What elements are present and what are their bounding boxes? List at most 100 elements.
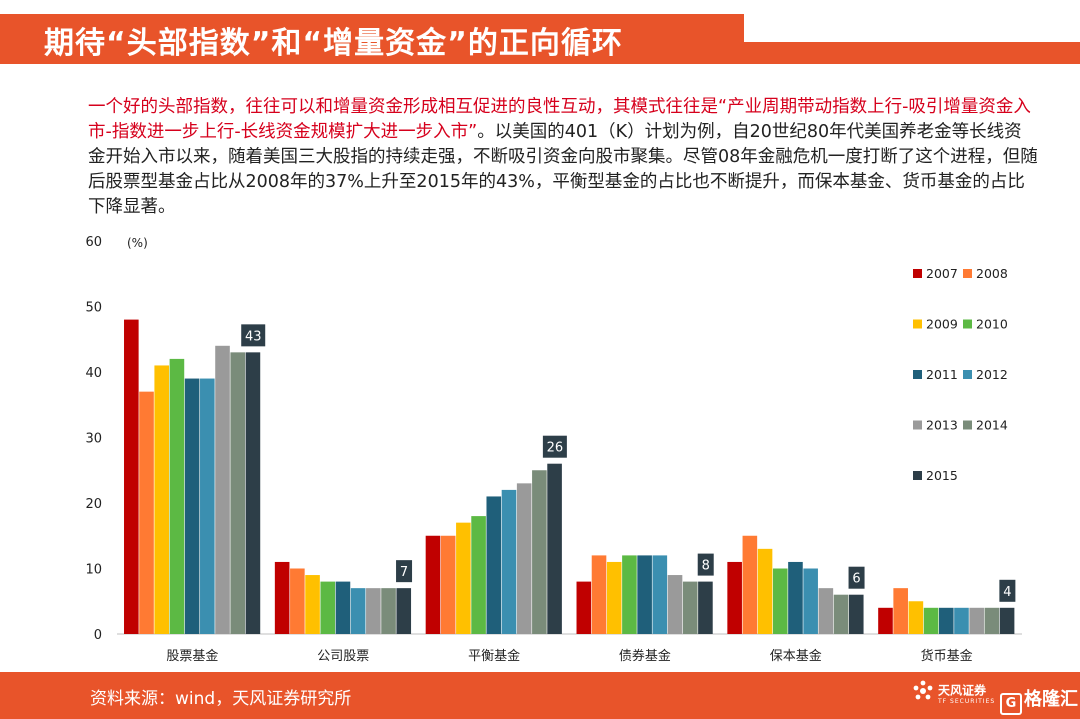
body-highlight: 一个好的头部指数，往往可以和增量资金形成相互促进的良性互动，其模式往往是“产业周… — [88, 97, 1031, 142]
bar — [667, 575, 683, 634]
legend-label: 2011 — [926, 367, 958, 382]
data-label-box — [848, 566, 865, 589]
legend-label: 2013 — [926, 418, 958, 433]
bar — [576, 581, 592, 634]
bar — [908, 601, 924, 634]
data-label: 6 — [852, 572, 860, 587]
title-line — [744, 40, 1080, 64]
data-label-box — [396, 560, 413, 583]
legend-label: 2008 — [976, 266, 1008, 281]
bar — [230, 352, 246, 634]
legend-swatch — [913, 319, 922, 329]
tf-logo-sub: TF SECURITIES — [938, 698, 996, 705]
bar — [878, 607, 893, 634]
x-tick-label: 公司股票 — [317, 649, 369, 664]
body-paragraph: 一个好的头部指数，往往可以和增量资金形成相互促进的良性互动，其模式往往是“产业周… — [88, 95, 1038, 220]
legend-label: 2007 — [926, 266, 958, 281]
y-tick-label: 10 — [85, 563, 102, 578]
bar — [652, 555, 668, 634]
bar — [591, 555, 607, 634]
bar — [848, 594, 864, 634]
bar — [984, 607, 1000, 634]
legend-label: 2010 — [976, 317, 1008, 332]
tf-securities-logo: 天风证券 TF SECURITIES — [912, 680, 995, 705]
legend-label: 2009 — [926, 317, 958, 332]
x-tick-label: 平衡基金 — [468, 648, 520, 664]
bar — [757, 548, 773, 634]
data-label: 7 — [400, 565, 408, 580]
data-label-box — [697, 553, 714, 576]
data-label: 26 — [547, 441, 564, 456]
bar — [366, 588, 381, 634]
x-tick-label: 股票基金 — [166, 648, 218, 664]
bar — [772, 568, 788, 634]
legend-swatch — [913, 370, 922, 379]
y-tick-label: 60 — [85, 235, 102, 250]
bar — [923, 607, 939, 634]
bar — [320, 581, 336, 634]
legend-label: 2014 — [976, 418, 1008, 433]
bar — [999, 607, 1015, 634]
x-tick-label: 货币基金 — [921, 648, 973, 664]
bar — [471, 516, 486, 634]
bar — [501, 489, 517, 634]
legend-swatch — [913, 269, 922, 278]
legend-swatch — [963, 319, 972, 329]
y-tick-label: 20 — [85, 497, 102, 512]
bar — [954, 607, 969, 634]
bar-chart: 0 10 20 30 40 50 60 (%) 股票基金 公司股票 平衡基金 债券基金 保本基金 货币基金… — [85, 235, 1022, 664]
y-unit-label: (%) — [127, 236, 148, 250]
bar — [532, 470, 547, 634]
bar — [456, 522, 471, 634]
bar — [727, 561, 742, 634]
bar — [938, 607, 954, 634]
legend-swatch — [913, 420, 922, 430]
y-tick-label: 40 — [85, 366, 102, 381]
legend-swatch — [963, 370, 972, 379]
x-tick-label: 保本基金 — [770, 648, 822, 664]
y-tick-label: 50 — [85, 301, 102, 316]
bar — [169, 358, 185, 634]
bar — [547, 463, 562, 634]
bar — [440, 535, 456, 634]
data-label: 8 — [702, 559, 710, 574]
bar — [396, 588, 412, 634]
body-rest: 。以美国的401（K）计划为例，自20世纪80年代美国养老金等长线资金开始入市以… — [88, 122, 1038, 217]
bar — [788, 561, 803, 634]
bar — [215, 345, 230, 634]
bar — [803, 568, 818, 634]
legend-swatch — [963, 269, 972, 278]
bar — [622, 555, 637, 634]
bar — [350, 588, 366, 634]
data-label-box — [999, 579, 1016, 602]
bar — [124, 319, 139, 634]
y-tick-label: 30 — [85, 432, 102, 447]
bar — [969, 607, 984, 634]
bar — [637, 555, 652, 634]
tf-logo-text: 天风证券 — [938, 683, 987, 698]
bar — [305, 575, 320, 634]
data-label: 43 — [245, 329, 262, 344]
source-note: 资料来源：wind，天风证券研究所 — [90, 689, 352, 709]
bar — [245, 352, 261, 634]
bar — [516, 483, 532, 634]
x-tick-label: 债券基金 — [619, 648, 671, 664]
bar — [742, 535, 758, 634]
bar — [818, 588, 834, 634]
bar — [833, 594, 849, 634]
legend-swatch — [913, 471, 922, 480]
bar — [274, 561, 290, 634]
bar — [200, 378, 215, 634]
gelonghui-text: 格隆汇 — [1024, 689, 1078, 710]
bar — [698, 581, 713, 634]
bar — [381, 588, 396, 634]
data-label: 4 — [1003, 585, 1011, 600]
footer: 资料来源：wind，天风证券研究所 天风证券 TF SECURITIES G 格隆… — [0, 672, 1080, 719]
bar — [486, 496, 502, 634]
bar — [290, 568, 305, 634]
data-label-box — [542, 435, 567, 458]
bar — [682, 581, 698, 634]
gelonghui-logo: G 格隆汇 — [1000, 685, 1078, 715]
data-label-box — [241, 324, 266, 347]
bar — [184, 378, 200, 634]
